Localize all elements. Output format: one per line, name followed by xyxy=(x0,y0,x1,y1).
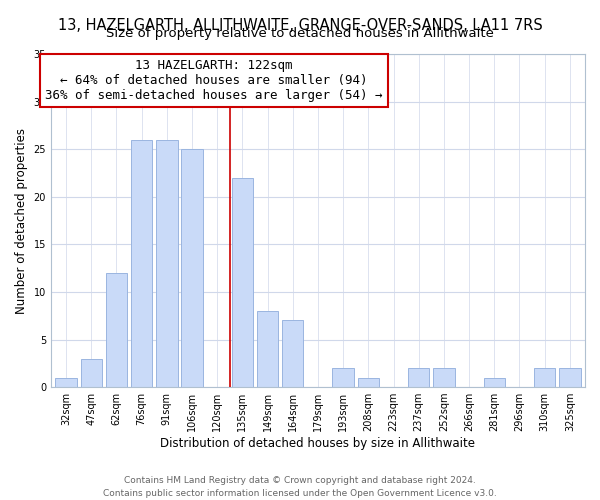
Text: Contains HM Land Registry data © Crown copyright and database right 2024.
Contai: Contains HM Land Registry data © Crown c… xyxy=(103,476,497,498)
Bar xyxy=(332,368,354,387)
X-axis label: Distribution of detached houses by size in Allithwaite: Distribution of detached houses by size … xyxy=(160,437,475,450)
Bar xyxy=(106,273,127,387)
Bar xyxy=(156,140,178,387)
Y-axis label: Number of detached properties: Number of detached properties xyxy=(15,128,28,314)
Bar xyxy=(484,378,505,387)
Bar xyxy=(433,368,455,387)
Bar xyxy=(257,311,278,387)
Bar xyxy=(181,149,203,387)
Text: 13 HAZELGARTH: 122sqm
← 64% of detached houses are smaller (94)
36% of semi-deta: 13 HAZELGARTH: 122sqm ← 64% of detached … xyxy=(45,59,383,102)
Bar xyxy=(408,368,430,387)
Bar xyxy=(559,368,581,387)
Bar xyxy=(80,358,102,387)
Text: Size of property relative to detached houses in Allithwaite: Size of property relative to detached ho… xyxy=(106,28,494,40)
Bar xyxy=(55,378,77,387)
Bar xyxy=(232,178,253,387)
Bar xyxy=(282,320,304,387)
Bar xyxy=(534,368,556,387)
Text: 13, HAZELGARTH, ALLITHWAITE, GRANGE-OVER-SANDS, LA11 7RS: 13, HAZELGARTH, ALLITHWAITE, GRANGE-OVER… xyxy=(58,18,542,32)
Bar xyxy=(131,140,152,387)
Bar xyxy=(358,378,379,387)
